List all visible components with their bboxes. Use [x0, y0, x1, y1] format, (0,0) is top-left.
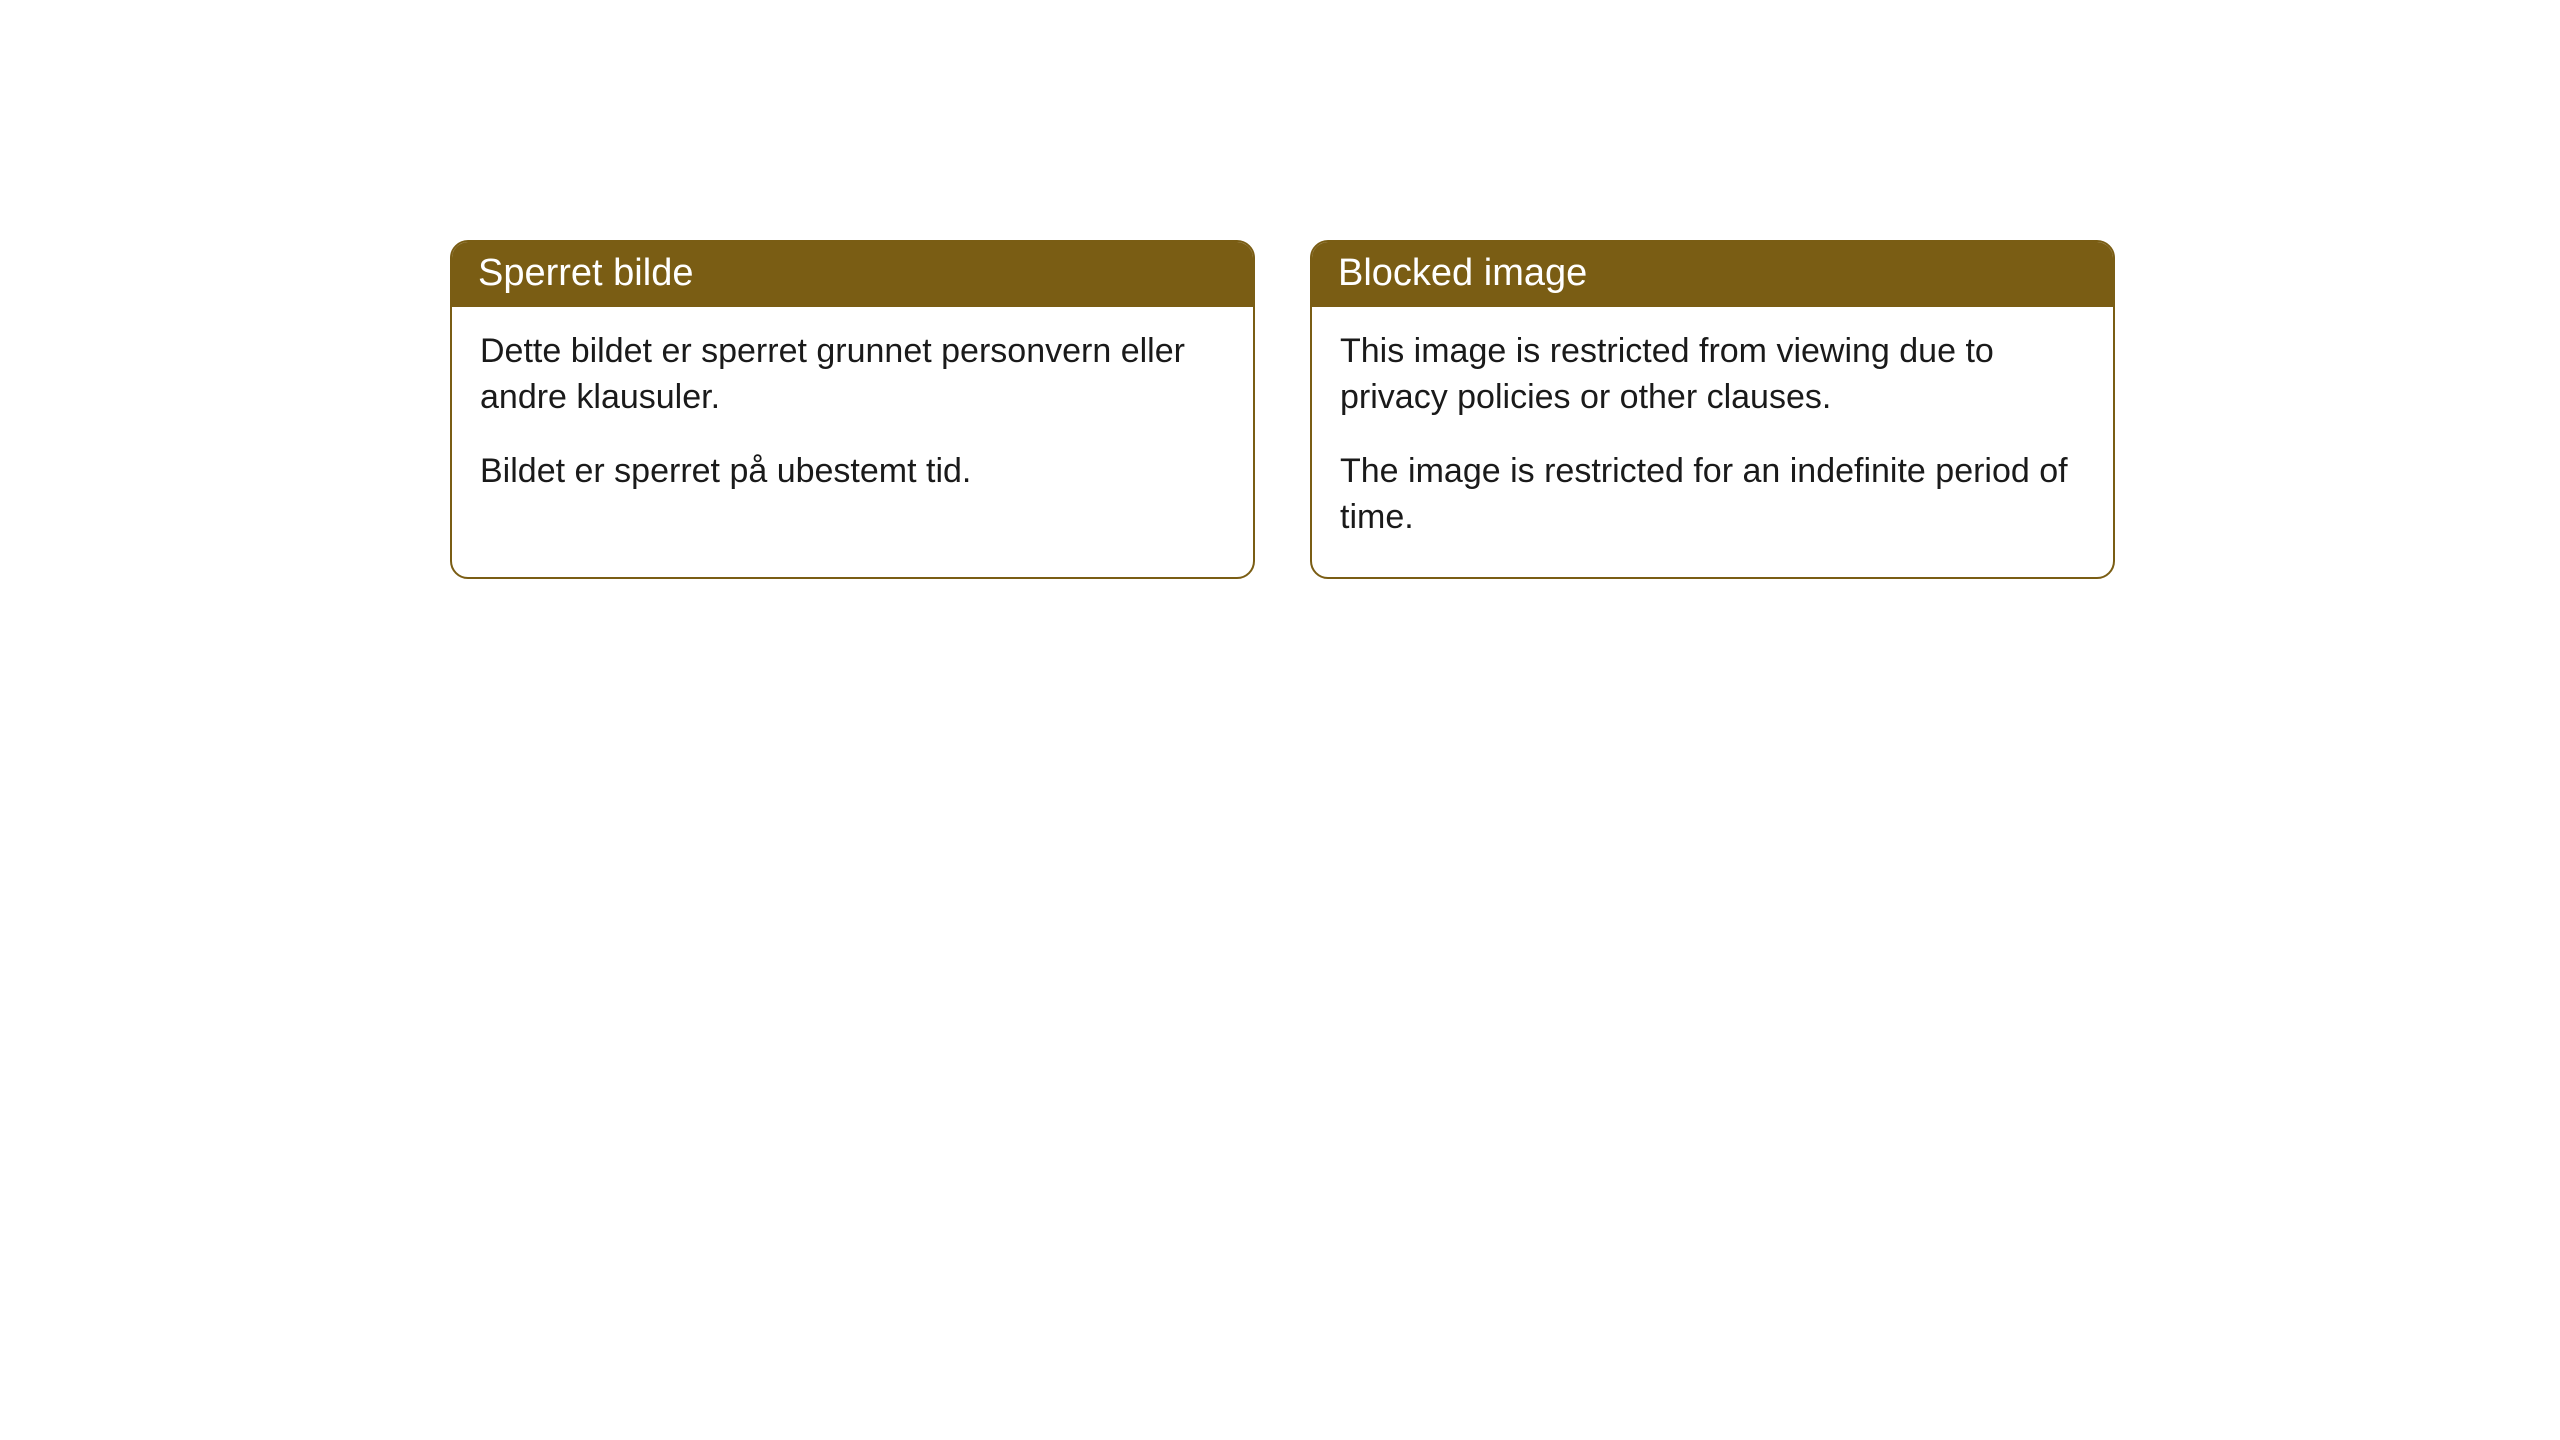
notice-cards-container: Sperret bilde Dette bildet er sperret gr… — [450, 240, 2115, 579]
notice-paragraph: Bildet er sperret på ubestemt tid. — [480, 449, 1225, 495]
notice-body: Dette bildet er sperret grunnet personve… — [452, 307, 1253, 531]
notice-title: Sperret bilde — [452, 242, 1253, 307]
notice-paragraph: Dette bildet er sperret grunnet personve… — [480, 329, 1225, 421]
notice-card-norwegian: Sperret bilde Dette bildet er sperret gr… — [450, 240, 1255, 579]
notice-card-english: Blocked image This image is restricted f… — [1310, 240, 2115, 579]
notice-paragraph: This image is restricted from viewing du… — [1340, 329, 2085, 421]
notice-title: Blocked image — [1312, 242, 2113, 307]
notice-body: This image is restricted from viewing du… — [1312, 307, 2113, 577]
notice-paragraph: The image is restricted for an indefinit… — [1340, 449, 2085, 541]
